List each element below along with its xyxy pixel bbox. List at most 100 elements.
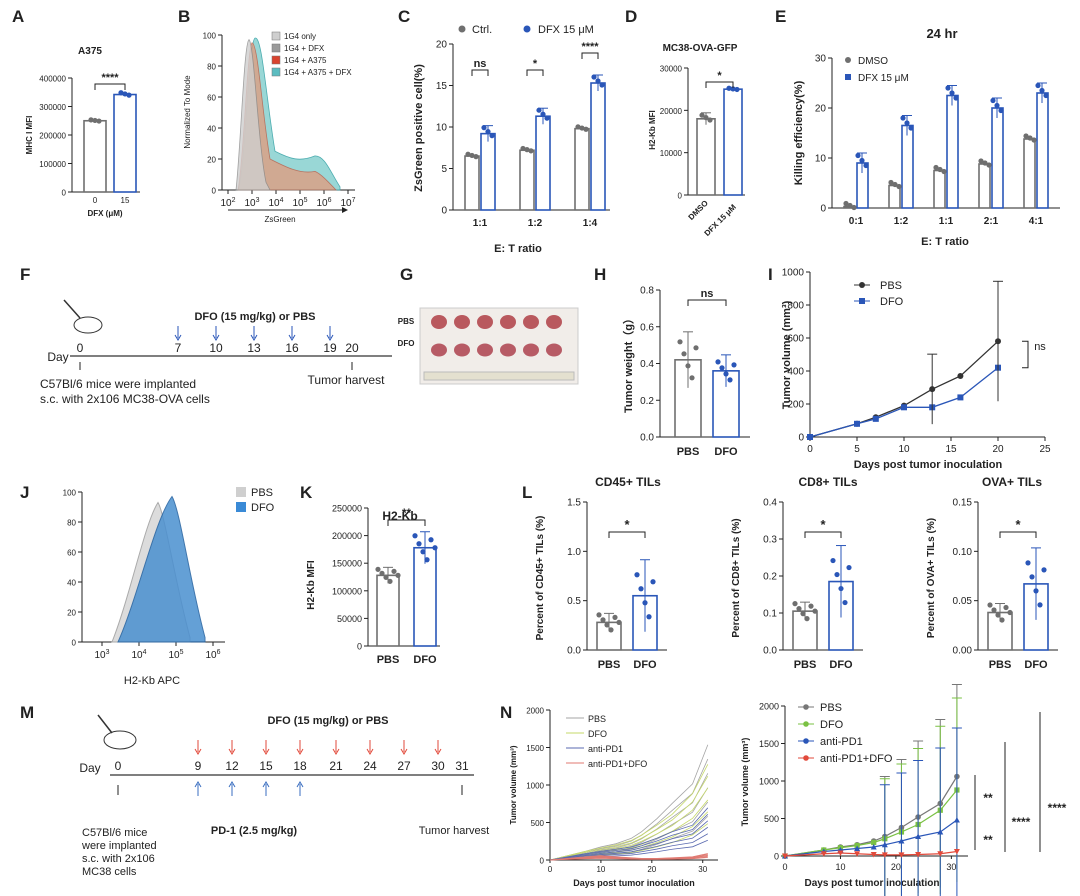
data-point xyxy=(469,152,475,159)
row-label: DFO xyxy=(398,339,415,348)
data-point xyxy=(727,377,733,383)
y-axis-label: Tumor volume (mm³) xyxy=(740,738,750,827)
legend-label: Ctrl. xyxy=(472,24,492,36)
legend-marker xyxy=(803,704,809,710)
tumor-pbs xyxy=(431,315,447,329)
tick-exp: 6 xyxy=(217,649,221,656)
y-tick-label: 100 xyxy=(63,489,77,498)
sig-label: * xyxy=(717,70,722,82)
data-point xyxy=(855,152,861,159)
tick-exp: 2 xyxy=(232,197,236,204)
y-tick-label: 1000 xyxy=(526,782,544,791)
y-tick-label: 0.10 xyxy=(953,547,973,558)
y-tick-label: 0 xyxy=(820,204,826,215)
arrow-head xyxy=(228,748,236,755)
panel-title: 24 hr xyxy=(926,26,957,41)
tick-base: 10 xyxy=(205,650,217,661)
x-tick-label: PBS xyxy=(377,654,400,666)
timeline-day: 30 xyxy=(431,759,445,773)
y-axis-label: Percent of OVA+ TILs (%) xyxy=(926,518,937,638)
y-tick-label: 0.3 xyxy=(763,535,777,546)
mouse-icon xyxy=(103,730,137,750)
x-tick-label: 20 xyxy=(647,865,656,874)
legend-label: PBS xyxy=(588,714,606,724)
y-tick-label: 200 xyxy=(787,400,804,411)
legend-swatch-pbs xyxy=(236,487,246,497)
data-point xyxy=(481,125,487,131)
data-point xyxy=(412,533,418,539)
data-point xyxy=(520,145,526,152)
y-tick-label: 0.2 xyxy=(763,572,777,583)
y-tick-label: 1500 xyxy=(526,744,544,753)
x-tick-label: 103 xyxy=(94,649,109,661)
x-axis-label: DFX (μM) xyxy=(87,209,122,218)
tick-exp: 4 xyxy=(143,649,147,656)
x-axis-label: Days post tumor inoculation xyxy=(804,878,939,889)
tumor-pbs xyxy=(500,315,516,329)
data-point xyxy=(689,375,695,381)
timeline-day: 10 xyxy=(209,341,223,355)
y-tick-label: 200000 xyxy=(332,531,362,541)
individual-curve xyxy=(549,853,708,861)
timeline-day: 7 xyxy=(175,341,182,355)
mean-point xyxy=(937,851,944,857)
data-point xyxy=(1043,92,1049,99)
tick-exp: 4 xyxy=(280,197,284,204)
tumor-dfo xyxy=(523,343,539,357)
data-point xyxy=(1035,82,1041,89)
x-tick-label: 0:1 xyxy=(849,216,864,227)
mean-curve xyxy=(784,789,958,857)
data-point xyxy=(812,608,818,614)
panel-letter: B xyxy=(178,7,190,26)
sig-label: ** xyxy=(983,791,993,805)
panel-letter: I xyxy=(768,265,773,284)
data-point xyxy=(634,572,640,578)
data-point xyxy=(731,362,737,368)
legend-label: anti-PD1 xyxy=(820,736,863,748)
tick-exp: 3 xyxy=(256,197,260,204)
arrow-head xyxy=(194,748,202,755)
x-tick-label: 15 xyxy=(945,444,957,455)
x-tick-label: DFO xyxy=(633,659,657,671)
x-tick-label: 10 xyxy=(835,862,845,872)
tick-exp: 7 xyxy=(352,197,356,204)
sig-bracket xyxy=(705,81,734,88)
mean-point xyxy=(915,852,922,858)
y-tick-label: 0 xyxy=(72,639,77,648)
mean-point xyxy=(870,852,877,858)
data-point xyxy=(843,200,849,207)
x-tick-label: DFO xyxy=(714,446,738,458)
mean-point xyxy=(854,842,860,849)
mean-point xyxy=(870,844,877,850)
x-axis-label: ZsGreen xyxy=(264,215,295,224)
legend-swatch xyxy=(271,67,281,77)
mean-point xyxy=(881,852,888,858)
mean-point xyxy=(782,853,788,859)
timeline-day: 16 xyxy=(285,341,299,355)
data-point xyxy=(945,85,951,91)
legend-marker-dfx xyxy=(845,74,851,80)
y-tick-label: 1000 xyxy=(782,268,805,279)
y-tick-label: 500 xyxy=(531,819,545,828)
data-point xyxy=(612,614,618,620)
data-point xyxy=(1041,567,1047,573)
data-point xyxy=(604,622,610,628)
dfo-point xyxy=(957,394,964,401)
x-tick-label: 15 xyxy=(121,196,130,205)
y-tick-label: 0.05 xyxy=(953,596,973,607)
y-tick-label: 0.1 xyxy=(763,609,777,620)
timeline-day: 19 xyxy=(323,341,337,355)
y-axis-label: MHC I MFI xyxy=(25,116,34,155)
tumor-dfo xyxy=(546,343,562,357)
data-point xyxy=(583,126,589,132)
legend-label: 1G4 + A375 + DFX xyxy=(284,68,352,77)
legend-label: DFO xyxy=(820,719,844,731)
bar-dfx xyxy=(480,132,496,211)
x-axis-label: E: T ratio xyxy=(494,243,542,255)
data-point xyxy=(830,557,836,564)
arrow-head xyxy=(296,748,304,755)
timeline-desc: were implanted xyxy=(81,840,157,852)
x-tick-label: 106 xyxy=(205,649,220,661)
y-tick-label: 10000 xyxy=(660,149,683,158)
y-tick-label: 100000 xyxy=(39,160,66,169)
